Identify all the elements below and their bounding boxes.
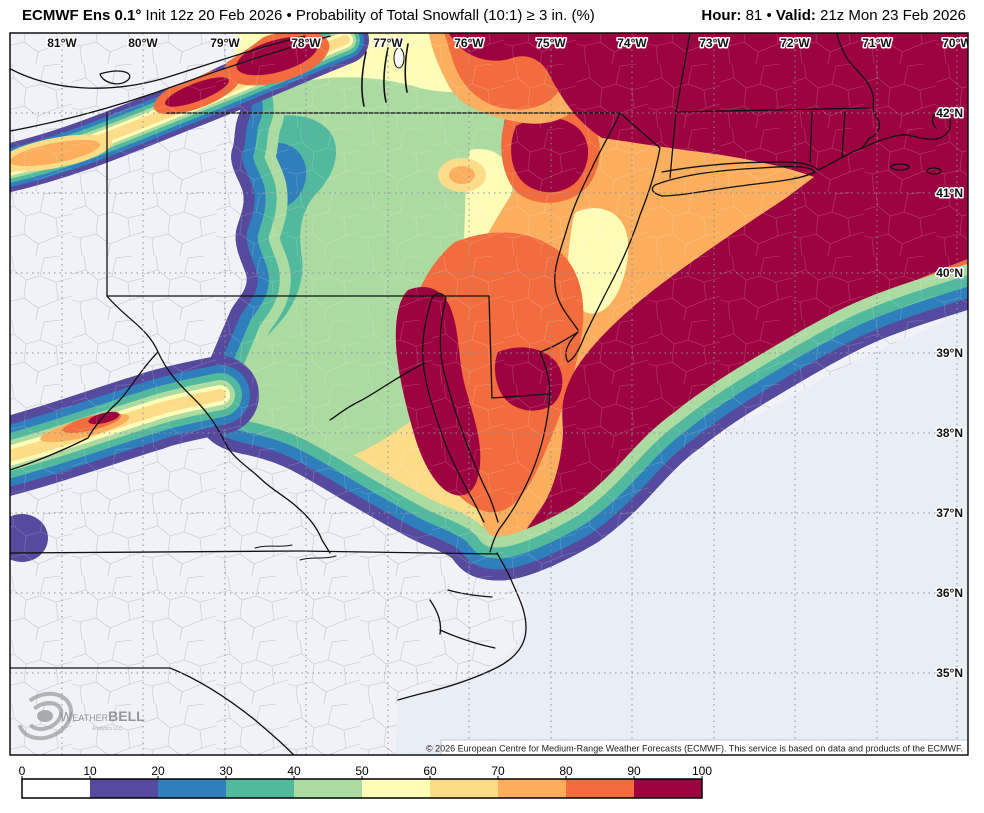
colorbar-segment (566, 779, 634, 798)
longitude-label: 80°W (128, 36, 158, 50)
colorbar-segment (22, 779, 90, 798)
copyright-box: © 2026 European Centre for Medium-Range … (426, 739, 968, 755)
watermark-text: WEATHERBELL (60, 708, 145, 724)
colorbar-tick-label: 30 (219, 764, 233, 778)
latitude-label: 37°N (936, 506, 963, 520)
va-nc-border (10, 550, 498, 555)
latitude-label: 35°N (936, 666, 963, 680)
lat-lon-gridlines (10, 33, 968, 755)
pamlico-sound (429, 599, 496, 649)
colorbar-tick-label: 100 (692, 764, 712, 778)
copyright-text: © 2026 European Centre for Medium-Range … (426, 744, 963, 754)
nc-sc-border (10, 667, 295, 755)
map-frame (9, 32, 969, 756)
marthas-vineyard (890, 163, 910, 171)
md-de-border (488, 295, 551, 399)
lake-erie-south-shore (10, 35, 331, 132)
colorbar-segment (158, 779, 226, 798)
nj-coast (565, 112, 661, 363)
longitude-label: 70°W (942, 36, 972, 50)
colorbar-labels: 0 10 20 30 40 50 60 70 80 90 100 (19, 764, 712, 779)
lake-erie-north-shore (10, 35, 306, 89)
seneca-lake (393, 47, 405, 69)
geography-borders (10, 33, 951, 755)
colorbar-legend: 0 10 20 30 40 50 60 70 80 90 100 (19, 764, 712, 799)
va-lakes (254, 544, 337, 561)
valid-time: Hour: 81 • Valid: 21z Mon 23 Feb 2026 (701, 7, 966, 24)
longitude-label: 74°W (617, 36, 647, 50)
colorbar-segments (22, 779, 702, 798)
chesapeake-east-shore (431, 292, 499, 523)
colorbar-segment (294, 779, 362, 798)
nc-coast-outer-banks (397, 552, 527, 701)
longitude-label: 78°W (291, 36, 321, 50)
wv-south-border (10, 351, 159, 471)
colorbar-segment (634, 779, 702, 798)
longitude-label: 81°W (47, 36, 77, 50)
latitude-label: 42°N (936, 106, 963, 120)
watermark-swirl-outer (16, 691, 74, 741)
longitude-label: 73°W (699, 36, 729, 50)
colorbar-tick-label: 70 (491, 764, 505, 778)
colorbar-tick-label: 60 (423, 764, 437, 778)
longitude-label: 75°W (536, 36, 566, 50)
colorbar-segment (430, 779, 498, 798)
weatherbell-watermark: WEATHERBELL Analytics LLC (16, 691, 145, 741)
longitude-label: 77°W (373, 36, 403, 50)
boston-coast (836, 33, 881, 149)
latitude-label: 36°N (936, 586, 963, 600)
colorbar-segment (226, 779, 294, 798)
chesapeake-west-shore (421, 297, 485, 523)
finger-lakes (361, 43, 409, 107)
long-island (651, 165, 816, 197)
watermark-swirl-inner (26, 700, 64, 732)
ny-newengland-border (669, 33, 871, 179)
longitude-label: 71°W (862, 36, 892, 50)
header: ECMWF Ens 0.1° Init 12z 20 Feb 2026 • Pr… (22, 7, 966, 24)
longitude-label: 76°W (454, 36, 484, 50)
colorbar-tick-label: 40 (287, 764, 301, 778)
longitude-label: 79°W (210, 36, 240, 50)
latitude-label: 40°N (936, 266, 963, 280)
latitude-labels: 42°N 41°N 40°N 39°N 38°N 37°N 36°N 35°N (935, 105, 965, 682)
albemarle-sound (447, 589, 493, 598)
latitude-label: 41°N (936, 186, 963, 200)
colorbar-tick-label: 50 (355, 764, 369, 778)
delaware-bay-coast (539, 331, 579, 395)
colorbar-tick-label: 80 (559, 764, 573, 778)
longitude-label: 72°W (780, 36, 810, 50)
map-title: ECMWF Ens 0.1° Init 12z 20 Feb 2026 • Pr… (22, 7, 595, 24)
colorbar-outline (21, 778, 703, 799)
colorbar-tick-label: 20 (151, 764, 165, 778)
ct-ri-coast (661, 147, 863, 173)
watermark-swirl-center (37, 710, 53, 722)
latitude-label: 39°N (936, 346, 963, 360)
nantucket (926, 167, 942, 175)
watermark-subtext: Analytics LLC (92, 726, 123, 732)
lake-erie-peninsula (99, 70, 131, 85)
colorbar-segment (362, 779, 430, 798)
potomac-river (329, 362, 426, 421)
longitude-labels: 81°W 80°W 79°W 78°W 77°W 76°W 75°W 74°W 73°W 72°W… (46, 35, 972, 52)
colorbar-segment (90, 779, 158, 798)
delmarva-coast (489, 393, 551, 553)
county-lines-over (10, 33, 968, 755)
colorbar-tick-label: 0 (19, 764, 26, 778)
latitude-label: 38°N (936, 426, 963, 440)
delaware-river-nj (554, 112, 621, 331)
cape-cod (861, 111, 951, 149)
colorbar-tick-label: 10 (83, 764, 97, 778)
colorbar-segment (498, 779, 566, 798)
colorbar-tick-label: 90 (627, 764, 641, 778)
map-canvas: 81°W 80°W 79°W 78°W 77°W 76°W 75°W 74°W 73°W 72°W… (10, 33, 972, 755)
